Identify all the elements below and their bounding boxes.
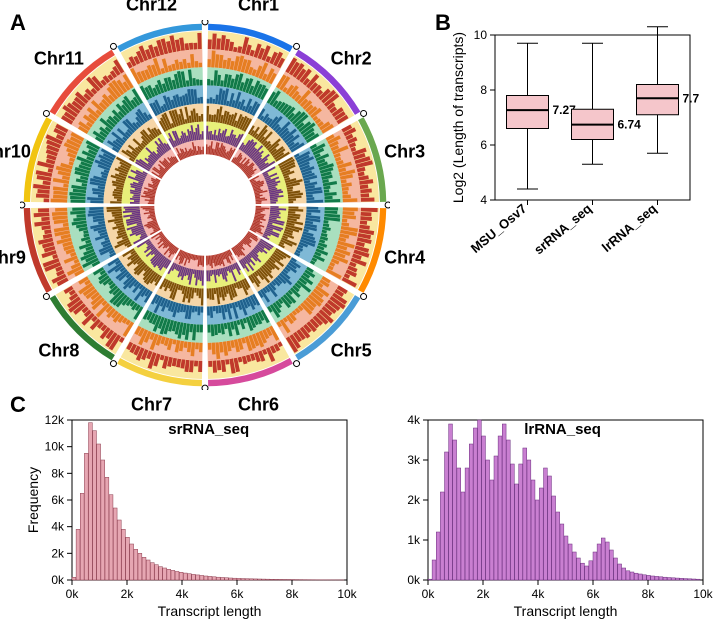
svg-text:Log2 (Length of transcripts): Log2 (Length of transcripts) <box>450 32 466 203</box>
svg-text:12k: 12k <box>45 413 65 427</box>
chr-label: Chr2 <box>331 48 372 69</box>
boxplot-panel: 468107.27MSU_Osv76.74srRNA_seq7.7lrRNA_s… <box>445 25 700 285</box>
svg-text:8k: 8k <box>51 466 65 480</box>
chr-label: Chr3 <box>384 141 425 162</box>
chr-label: Chr5 <box>331 341 372 362</box>
svg-text:4k: 4k <box>407 413 421 427</box>
svg-text:6.74: 6.74 <box>618 118 642 132</box>
svg-text:8k: 8k <box>286 587 300 601</box>
svg-text:4k: 4k <box>532 587 546 601</box>
chr-label: Chr11 <box>34 48 84 69</box>
svg-text:lrRNA_seq: lrRNA_seq <box>599 201 660 255</box>
svg-text:lrRNA_seq: lrRNA_seq <box>524 421 601 438</box>
svg-text:7.7: 7.7 <box>683 91 700 105</box>
svg-text:2k: 2k <box>477 587 491 601</box>
svg-text:6k: 6k <box>51 493 65 507</box>
svg-text:0k: 0k <box>66 587 80 601</box>
svg-text:6k: 6k <box>587 587 601 601</box>
svg-text:8k: 8k <box>642 587 656 601</box>
svg-text:Transcript length: Transcript length <box>158 603 262 619</box>
svg-text:10: 10 <box>474 28 488 42</box>
chr-label: Chr10 <box>0 141 31 162</box>
svg-text:2k: 2k <box>51 546 65 560</box>
svg-text:MSU_Osv7: MSU_Osv7 <box>468 201 530 256</box>
chr-label: Chr9 <box>0 248 26 269</box>
svg-text:6k: 6k <box>231 587 245 601</box>
svg-text:Transcript length: Transcript length <box>514 603 618 619</box>
histogram-lrrna: 0k 2k 4k 6k 8k 10k 0k 1k 2k 3k 4k lrRNA_seq Transcri… <box>378 400 713 630</box>
svg-text:6: 6 <box>480 138 487 152</box>
svg-text:4k: 4k <box>176 587 190 601</box>
svg-text:0k: 0k <box>422 587 436 601</box>
svg-text:0k: 0k <box>51 573 65 587</box>
svg-text:3k: 3k <box>407 453 421 467</box>
svg-text:1k: 1k <box>407 533 421 547</box>
svg-text:4k: 4k <box>51 520 65 534</box>
svg-text:Frequency: Frequency <box>25 467 41 533</box>
svg-text:0k: 0k <box>407 573 421 587</box>
svg-text:10k: 10k <box>337 587 357 601</box>
circos-plot <box>20 20 390 395</box>
svg-text:10k: 10k <box>693 587 713 601</box>
svg-text:srRNA_seq: srRNA_seq <box>168 421 249 438</box>
chr-label: Chr12 <box>126 0 177 16</box>
chr-label: Chr8 <box>38 341 79 362</box>
svg-text:srRNA_seq: srRNA_seq <box>531 201 594 258</box>
svg-text:4: 4 <box>480 193 487 207</box>
svg-text:8: 8 <box>480 83 487 97</box>
chr-label: Chr4 <box>384 248 425 269</box>
histogram-srrna: 0k 2k 4k 6k 8k 10k 0k 2k 4k 6k 8k 10k 12k srRNA_seq Tr… <box>22 400 357 630</box>
svg-text:10k: 10k <box>45 440 65 454</box>
svg-text:2k: 2k <box>407 493 421 507</box>
chr-label: Chr1 <box>238 0 279 16</box>
svg-text:2k: 2k <box>121 587 135 601</box>
